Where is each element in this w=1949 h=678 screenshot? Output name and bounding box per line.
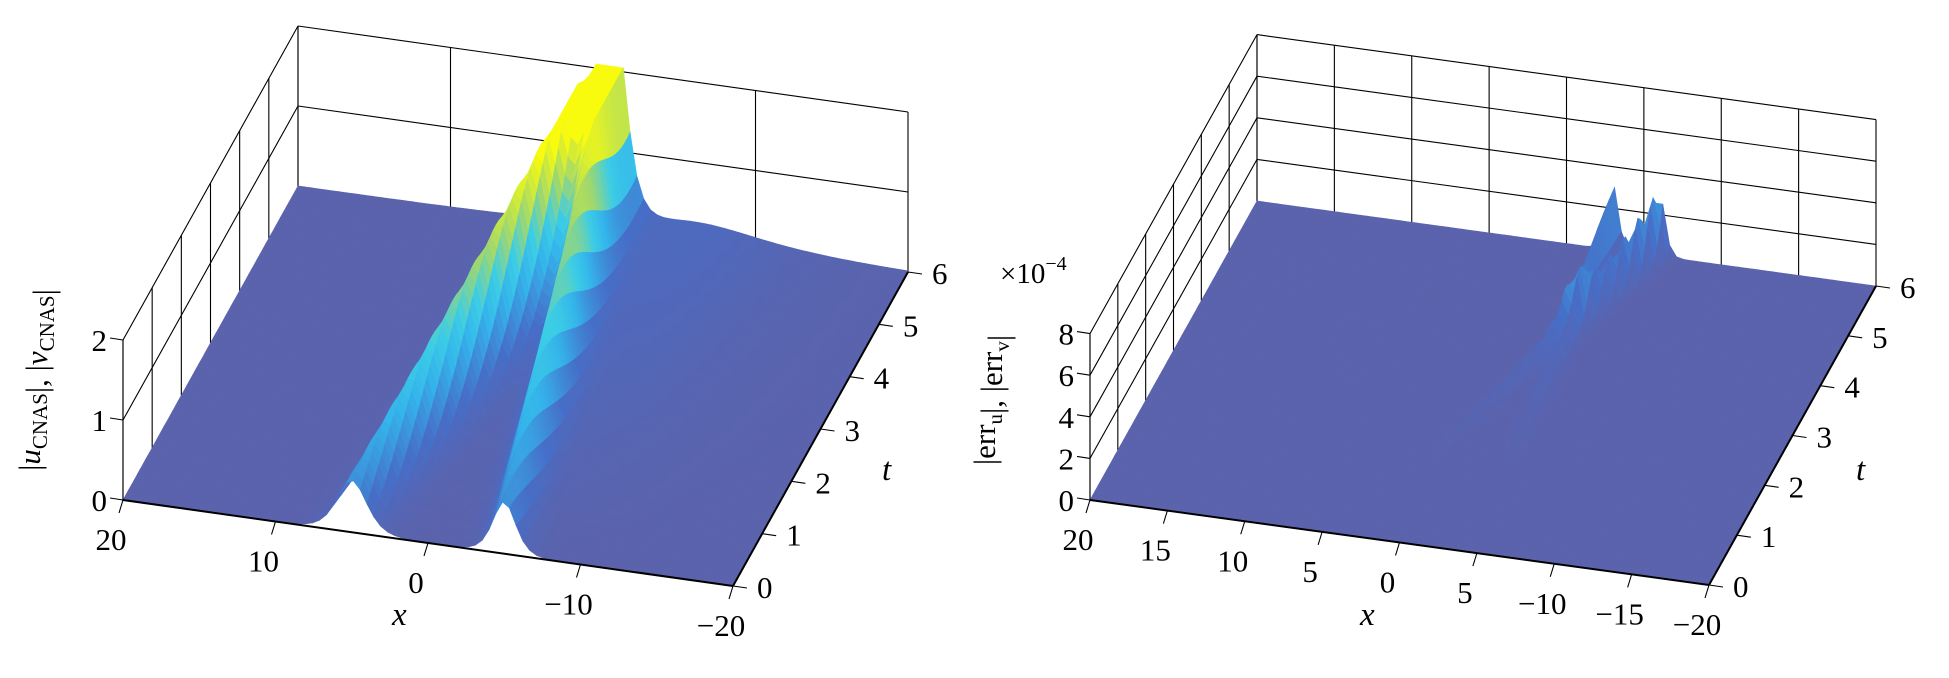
- surface: [122, 63, 909, 587]
